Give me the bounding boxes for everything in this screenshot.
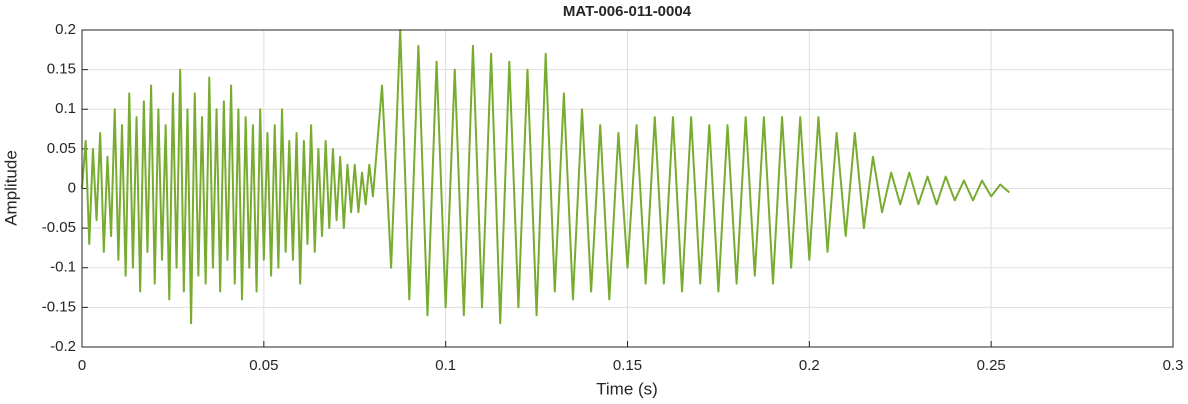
x-axis-label: Time (s): [596, 379, 658, 398]
x-tick-label: 0.15: [613, 357, 642, 374]
x-tick-label: 0.2: [799, 357, 820, 374]
y-tick-label: 0.15: [47, 61, 76, 78]
chart-title: MAT-006-011-0004: [563, 3, 692, 20]
y-tick-label: 0: [68, 179, 76, 196]
x-tick-label: 0.3: [1163, 357, 1184, 374]
y-tick-label: -0.2: [50, 338, 76, 355]
y-tick-label: 0.05: [47, 140, 76, 157]
y-tick-label: 0.2: [55, 21, 76, 38]
plot-frame: [81, 29, 1174, 348]
y-tick-label: 0.1: [55, 100, 76, 117]
y-tick-label: -0.05: [42, 219, 76, 236]
x-tick-label: 0.25: [977, 357, 1006, 374]
y-axis-label: Amplitude: [1, 150, 20, 226]
x-tick-label: 0.1: [435, 357, 456, 374]
y-tick-label: -0.15: [42, 298, 76, 315]
y-tick-label: -0.1: [50, 259, 76, 276]
x-tick-label: 0.05: [249, 357, 278, 374]
x-tick-label: 0: [78, 357, 86, 374]
waveform-line: [81, 29, 1011, 325]
